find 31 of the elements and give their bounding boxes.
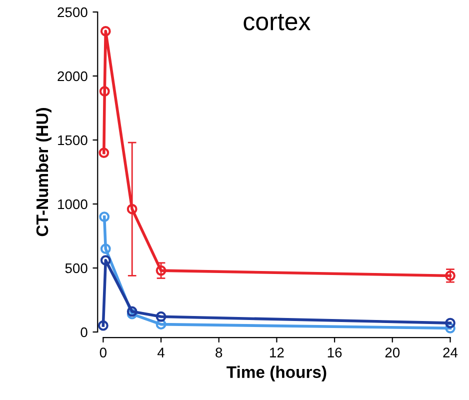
point bbox=[156, 319, 166, 330]
point bbox=[126, 204, 138, 214]
x-tick-label: 12 bbox=[270, 348, 284, 358]
y-tick-label: 0 bbox=[80, 327, 88, 338]
x-tick-label: 4 bbox=[157, 348, 164, 358]
y-tick-label: 2000 bbox=[58, 71, 88, 82]
y-tick-label: 1500 bbox=[58, 135, 88, 146]
y-tick-label: 500 bbox=[65, 263, 88, 274]
point bbox=[100, 26, 111, 36]
point bbox=[126, 308, 138, 320]
point bbox=[98, 320, 108, 331]
x-tick-label: 0 bbox=[100, 348, 106, 358]
x-tick-label: 8 bbox=[216, 348, 222, 358]
y-tick-label: 2500 bbox=[58, 7, 88, 18]
point bbox=[99, 212, 110, 222]
point bbox=[100, 255, 111, 266]
x-tick-label: 20 bbox=[385, 348, 400, 358]
y-tick-label: 1000 bbox=[58, 199, 88, 210]
x-tick-label: 16 bbox=[328, 348, 342, 358]
point bbox=[100, 244, 111, 254]
y-axis-title: CT-Number (HU) bbox=[36, 108, 52, 236]
point bbox=[156, 311, 166, 322]
point bbox=[445, 318, 456, 328]
point bbox=[99, 86, 110, 97]
chart-title: cortex bbox=[244, 14, 310, 30]
point bbox=[126, 306, 138, 317]
point bbox=[156, 265, 166, 276]
point bbox=[445, 322, 456, 334]
x-axis-title: Time (hours) bbox=[226, 366, 326, 382]
x-tick-label: 24 bbox=[443, 348, 458, 358]
point bbox=[98, 148, 110, 158]
